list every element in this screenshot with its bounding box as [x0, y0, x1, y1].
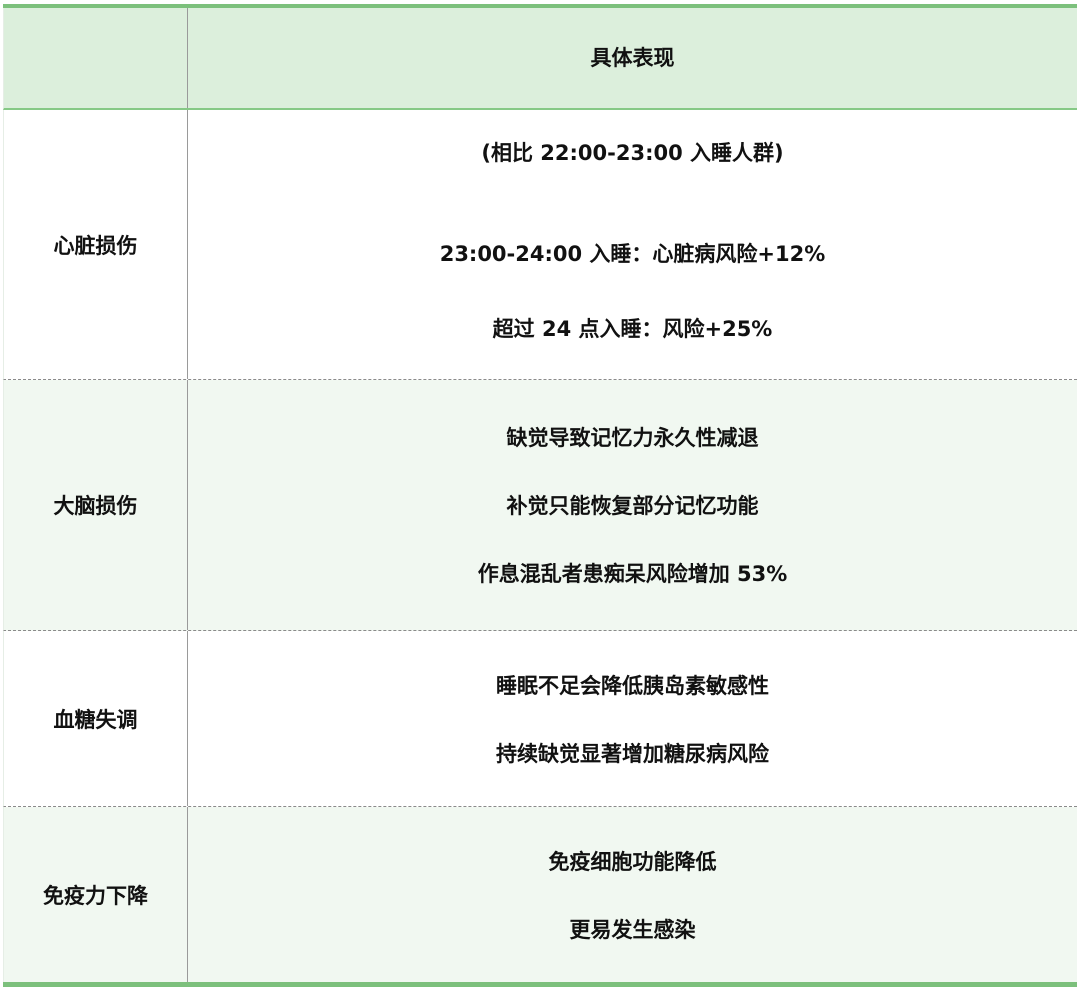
row-details: (相比 22:00-23:00 入睡人群) 23:00-24:00 入睡：心脏病… [188, 110, 1077, 379]
detail-line: 睡眠不足会降低胰岛素敏感性 [496, 673, 769, 698]
table-row: 免疫力下降 免疫细胞功能降低 更易发生感染 [3, 807, 1077, 982]
detail-line: 持续缺觉显著增加糖尿病风险 [496, 741, 769, 766]
row-category: 大脑损伤 [4, 380, 188, 630]
table-row: 心脏损伤 (相比 22:00-23:00 入睡人群) 23:00-24:00 入… [3, 110, 1077, 380]
row-details: 睡眠不足会降低胰岛素敏感性 持续缺觉显著增加糖尿病风险 [188, 631, 1077, 806]
table-row: 血糖失调 睡眠不足会降低胰岛素敏感性 持续缺觉显著增加糖尿病风险 [3, 631, 1077, 807]
detail-line: 23:00-24:00 入睡：心脏病风险+12% [439, 242, 826, 266]
row-category: 心脏损伤 [4, 110, 188, 379]
detail-line: (相比 22:00-23:00 入睡人群) [481, 141, 784, 165]
row-category: 免疫力下降 [4, 807, 188, 982]
detail-line: 更易发生感染 [569, 917, 696, 942]
header-cell-category [4, 8, 188, 108]
table-header: 具体表现 [3, 8, 1077, 110]
header-cell-details: 具体表现 [590, 46, 675, 70]
bottom-border [3, 982, 1077, 987]
top-border [3, 4, 1077, 8]
detail-line: 作息混乱者患痴呆风险增加 53% [477, 562, 788, 586]
table-row: 大脑损伤 缺觉导致记忆力永久性减退 补觉只能恢复部分记忆功能 作息混乱者患痴呆风… [3, 380, 1077, 631]
row-details: 缺觉导致记忆力永久性减退 补觉只能恢复部分记忆功能 作息混乱者患痴呆风险增加 5… [188, 380, 1077, 630]
row-details: 免疫细胞功能降低 更易发生感染 [188, 807, 1077, 982]
detail-line: 超过 24 点入睡：风险+25% [492, 317, 773, 341]
health-table: 具体表现 心脏损伤 (相比 22:00-23:00 入睡人群) 23:00-24… [3, 4, 1077, 987]
detail-line: 补觉只能恢复部分记忆功能 [506, 494, 759, 518]
row-category: 血糖失调 [4, 631, 188, 806]
detail-line: 缺觉导致记忆力永久性减退 [506, 426, 759, 450]
detail-line: 免疫细胞功能降低 [548, 849, 717, 874]
